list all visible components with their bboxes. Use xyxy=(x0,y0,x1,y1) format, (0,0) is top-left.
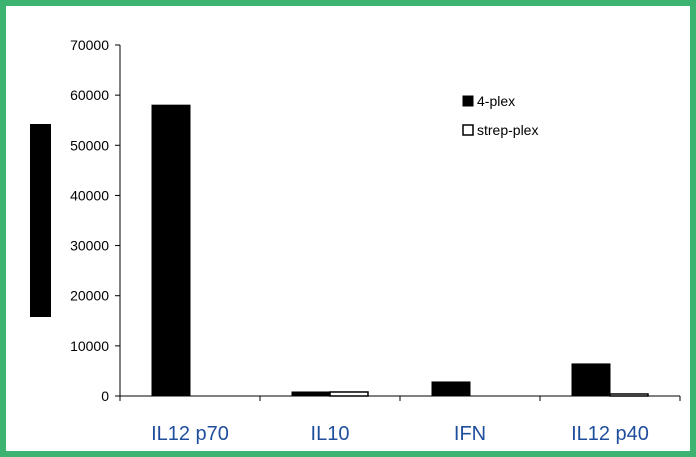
bar-4-plex-il12-p40 xyxy=(571,363,611,397)
bar-4-plex-ifn xyxy=(431,381,471,397)
y-tick-label-1: 10000 xyxy=(70,338,109,354)
category-label-0: IL12 p70 xyxy=(151,423,229,445)
y-axis-label-block xyxy=(30,124,51,317)
category-label-3: IL12 p40 xyxy=(571,423,649,445)
bar-strep-plex-il12-p40 xyxy=(609,393,649,397)
y-ticks: 0 10000 20000 30000 40000 50000 60000 70000 xyxy=(70,37,120,404)
axes xyxy=(119,45,680,397)
y-tick-label-5: 50000 xyxy=(70,137,109,153)
category-labels: IL12 p70 IL10 IFN IL12 p40 xyxy=(151,423,649,445)
bar-4-plex-il10 xyxy=(291,391,331,397)
bar-4-plex-il12-p70 xyxy=(151,104,191,397)
category-label-2: IFN xyxy=(454,423,486,445)
y-tick-label-4: 40000 xyxy=(70,187,109,203)
legend: 4-plex strep-plex xyxy=(462,93,538,138)
legend-label-strep-plex: strep-plex xyxy=(477,122,538,138)
y-tick-label-0: 0 xyxy=(101,388,109,404)
x-ticks xyxy=(119,396,681,401)
bar-strep-plex-il10 xyxy=(329,391,369,397)
legend-swatch-4-plex xyxy=(462,95,474,107)
y-tick-label-3: 30000 xyxy=(70,238,109,254)
legend-swatch-strep-plex xyxy=(462,124,474,136)
bars xyxy=(151,104,649,397)
category-label-1: IL10 xyxy=(311,423,350,445)
y-tick-label-7: 70000 xyxy=(70,37,109,53)
y-tick-label-6: 60000 xyxy=(70,87,109,103)
y-tick-label-2: 20000 xyxy=(70,288,109,304)
legend-label-4-plex: 4-plex xyxy=(477,93,515,109)
